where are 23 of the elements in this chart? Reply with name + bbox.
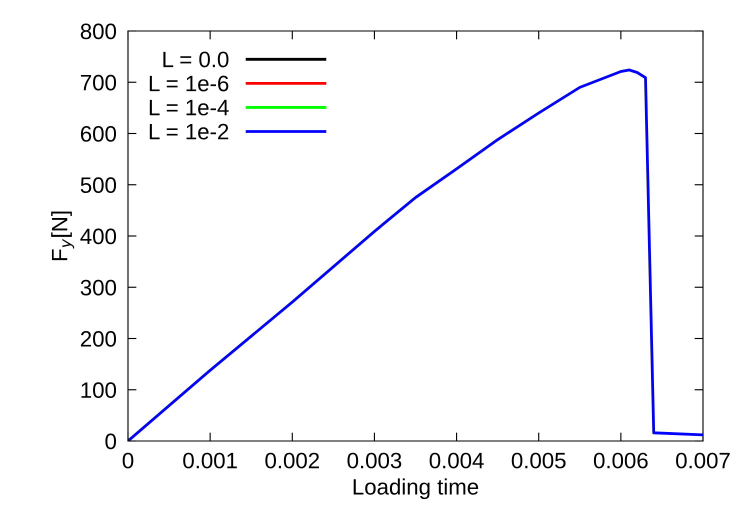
x-tick-label: 0.001 xyxy=(183,452,237,468)
x-axis-title: Loading time xyxy=(354,478,478,500)
y-tick-label: 400 xyxy=(80,228,116,244)
y-tick-label: 700 xyxy=(80,74,116,91)
x-tick-label: 0 xyxy=(122,452,134,468)
x-tick-label: 0.006 xyxy=(594,452,648,468)
y-tick-label: 600 xyxy=(80,126,116,142)
y-tick-label: 800 xyxy=(80,24,116,40)
y-axis-title: F$_{y}$[N] xyxy=(51,212,74,260)
legend-label: L = 1e-2 xyxy=(150,124,228,140)
y-tick-label: 0 xyxy=(105,434,116,450)
x-tick-label: 0.007 xyxy=(676,452,730,468)
legend-label: L = 0.0 xyxy=(163,52,228,68)
y-tick-label: 500 xyxy=(80,177,116,194)
y-tick-label: 200 xyxy=(80,331,116,347)
x-tick-label: 0.002 xyxy=(265,452,319,468)
x-tick-label: 0.005 xyxy=(512,452,566,468)
x-tick-label: 0.003 xyxy=(347,452,402,468)
legend-label: L = 1e-4 xyxy=(150,100,229,116)
y-tick-label: 300 xyxy=(80,280,116,296)
y-tick-label: 100 xyxy=(82,382,116,398)
legend-label: L = 1e-6 xyxy=(150,76,228,92)
x-tick-label: 0.004 xyxy=(430,452,484,468)
